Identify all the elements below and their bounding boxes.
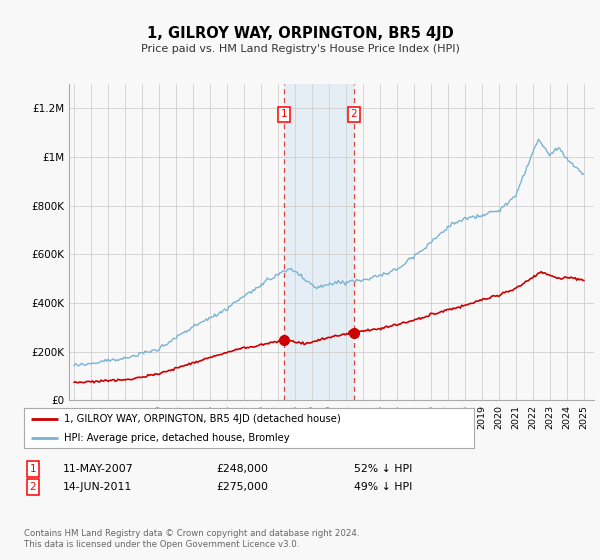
Bar (284, 84, 354, 400)
Text: 2: 2 (29, 482, 37, 492)
Text: 1: 1 (281, 109, 287, 119)
Text: 11-MAY-2007: 11-MAY-2007 (63, 464, 134, 474)
Text: Contains HM Land Registry data © Crown copyright and database right 2024.
This d: Contains HM Land Registry data © Crown c… (24, 529, 359, 549)
Text: £275,000: £275,000 (216, 482, 268, 492)
Text: 52% ↓ HPI: 52% ↓ HPI (354, 464, 412, 474)
Text: £248,000: £248,000 (216, 464, 268, 474)
Text: 1, GILROY WAY, ORPINGTON, BR5 4JD: 1, GILROY WAY, ORPINGTON, BR5 4JD (146, 26, 454, 41)
Text: 1: 1 (29, 464, 37, 474)
Text: Price paid vs. HM Land Registry's House Price Index (HPI): Price paid vs. HM Land Registry's House … (140, 44, 460, 54)
Text: 2: 2 (350, 109, 357, 119)
Text: 1, GILROY WAY, ORPINGTON, BR5 4JD (detached house): 1, GILROY WAY, ORPINGTON, BR5 4JD (detac… (65, 414, 341, 424)
Text: HPI: Average price, detached house, Bromley: HPI: Average price, detached house, Brom… (65, 433, 290, 443)
Text: 49% ↓ HPI: 49% ↓ HPI (354, 482, 412, 492)
Text: 14-JUN-2011: 14-JUN-2011 (63, 482, 132, 492)
